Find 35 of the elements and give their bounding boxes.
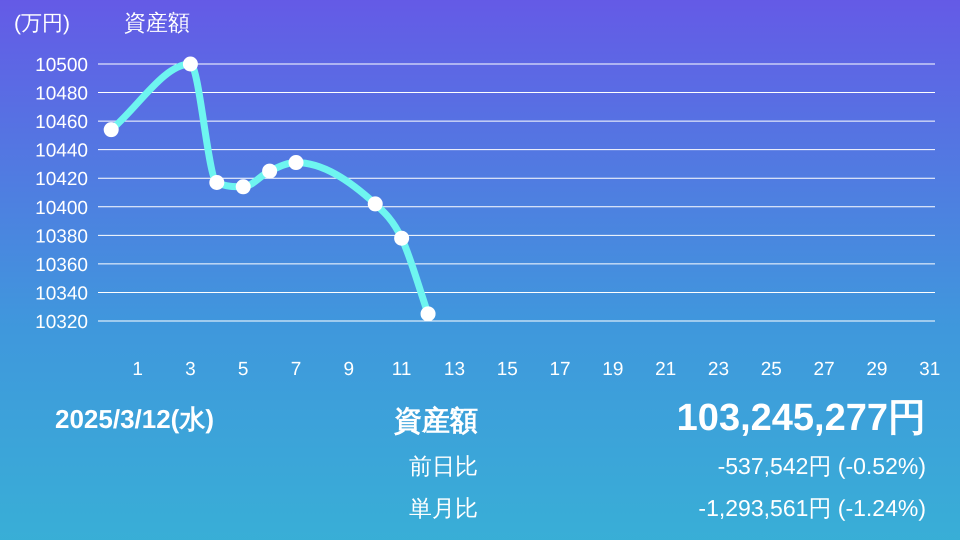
text: 前日比 — [409, 453, 478, 479]
y-tick-label: 10320 — [35, 312, 88, 333]
x-tick-label: 19 — [602, 359, 624, 380]
x-tick-label: 11 — [392, 359, 412, 380]
y-tick-label: 10420 — [35, 169, 88, 190]
x-tick-label: 7 — [290, 359, 302, 380]
text: 資産額 — [393, 405, 478, 436]
text: 単月比 — [409, 495, 478, 521]
y-tick-label: 10380 — [35, 226, 88, 248]
x-tick-label: 27 — [814, 359, 835, 380]
y-tick-label: 10480 — [35, 84, 88, 105]
x-tick-label: 25 — [760, 359, 782, 380]
chart-title: 資産額 — [124, 10, 190, 35]
x-tick-label: 3 — [185, 359, 196, 380]
x-tick-label: 9 — [344, 359, 354, 380]
x-tick-label: 23 — [708, 359, 730, 380]
text: -1,293,561円 (-1.24%) — [698, 495, 926, 521]
x-tick-label: 17 — [549, 359, 571, 380]
x-tick-label: 31 — [919, 359, 940, 380]
y-axis-title: (万円) — [14, 12, 70, 35]
y-tick-label: 10460 — [35, 112, 88, 134]
text: 103,245,277円 — [676, 397, 926, 439]
x-tick-label: 21 — [655, 359, 676, 380]
x-tick-label: 13 — [444, 359, 466, 380]
y-tick-label: 10340 — [35, 283, 88, 304]
y-tick-label: 10400 — [35, 198, 88, 219]
text: -537,542円 (-0.52%) — [718, 453, 926, 479]
y-tick-label: 10360 — [35, 254, 88, 276]
y-tick-label: 10500 — [35, 55, 88, 76]
x-tick-label: 29 — [866, 359, 888, 380]
x-tick-label: 5 — [238, 359, 249, 380]
x-tick-label: 1 — [132, 359, 143, 380]
text: 2025/3/12(水) — [55, 404, 214, 434]
y-tick-label: 10440 — [35, 140, 88, 162]
x-tick-label: 15 — [496, 359, 518, 380]
